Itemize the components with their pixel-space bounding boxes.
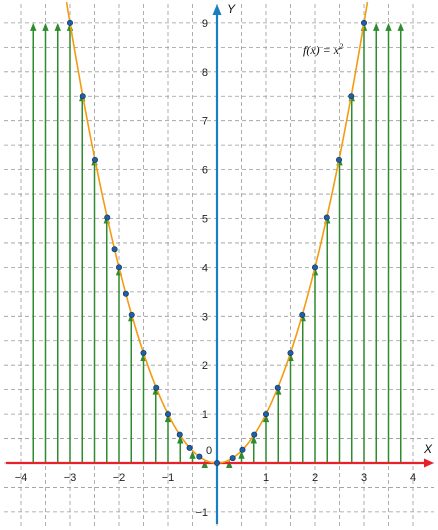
y-tick-label: 4 (202, 262, 208, 274)
y-tick-label: 9 (202, 18, 208, 30)
data-point (229, 455, 236, 462)
arrow-head (164, 414, 172, 423)
data-point (104, 214, 111, 221)
y-tick-label: 2 (202, 360, 208, 372)
data-point (153, 384, 160, 391)
arrow-head (262, 414, 270, 423)
data-point (140, 349, 147, 356)
arrow-head (238, 450, 245, 459)
x-tick-label: −4 (15, 472, 28, 484)
y-tick-label: 3 (202, 311, 208, 323)
arrow-head (54, 22, 61, 31)
data-point (360, 19, 367, 26)
arrow-head (397, 22, 404, 31)
y-axis-title: Y (227, 2, 236, 16)
function-label: f(x) = x2 (303, 42, 343, 57)
data-point (176, 431, 183, 438)
data-point (239, 446, 246, 453)
data-point (91, 156, 98, 163)
data-point (336, 156, 343, 163)
data-point (165, 411, 172, 418)
y-tick-label: 1 (202, 409, 208, 421)
data-point (251, 431, 258, 438)
x-tick-label: 3 (361, 472, 367, 484)
data-point (122, 290, 129, 297)
data-point (111, 246, 118, 253)
origin-label: 0 (206, 445, 212, 457)
function-label-exponent: 2 (339, 42, 343, 51)
x-tick-label: 2 (312, 472, 318, 484)
arrow-head (189, 450, 196, 459)
y-tick-label: 8 (202, 67, 208, 79)
x-tick-label: 1 (263, 472, 269, 484)
data-point (214, 459, 221, 466)
y-axis-arrowhead (212, 4, 222, 15)
y-tick-label: 6 (202, 165, 208, 177)
data-points (67, 19, 367, 466)
x-tick-label: −3 (64, 472, 77, 484)
y-tick-label: 5 (202, 214, 208, 226)
arrow-head (373, 22, 380, 31)
data-point (262, 411, 269, 418)
data-point (196, 453, 203, 460)
data-point (323, 214, 330, 221)
x-axis-arrowhead (424, 458, 434, 468)
data-point (67, 19, 74, 26)
x-tick-label: −2 (113, 472, 126, 484)
data-point (128, 311, 135, 318)
data-point (348, 93, 355, 100)
function-label-base: f(x) = x (303, 43, 340, 57)
arrow-head (30, 22, 37, 31)
y-tick-label: −1 (195, 507, 208, 519)
data-point (186, 444, 193, 451)
y-tick-label: 7 (202, 116, 208, 128)
data-point (274, 384, 281, 391)
data-point (299, 311, 306, 318)
arrow-head (177, 435, 184, 444)
x-axis-title: X (423, 442, 433, 456)
tick-labels: −4 −3 −2 −1 1 2 3 4 −1 1 2 3 4 5 6 7 8 9 (15, 18, 416, 519)
x-tick-label: 4 (410, 472, 416, 484)
arrow-head (385, 22, 392, 31)
data-point (287, 349, 294, 356)
data-point (311, 264, 318, 271)
x-tick-label: −1 (162, 472, 175, 484)
data-point (116, 264, 123, 271)
arrow-head (42, 22, 49, 31)
grid (4, 4, 434, 526)
arrow-head (250, 435, 257, 444)
data-point (79, 93, 86, 100)
